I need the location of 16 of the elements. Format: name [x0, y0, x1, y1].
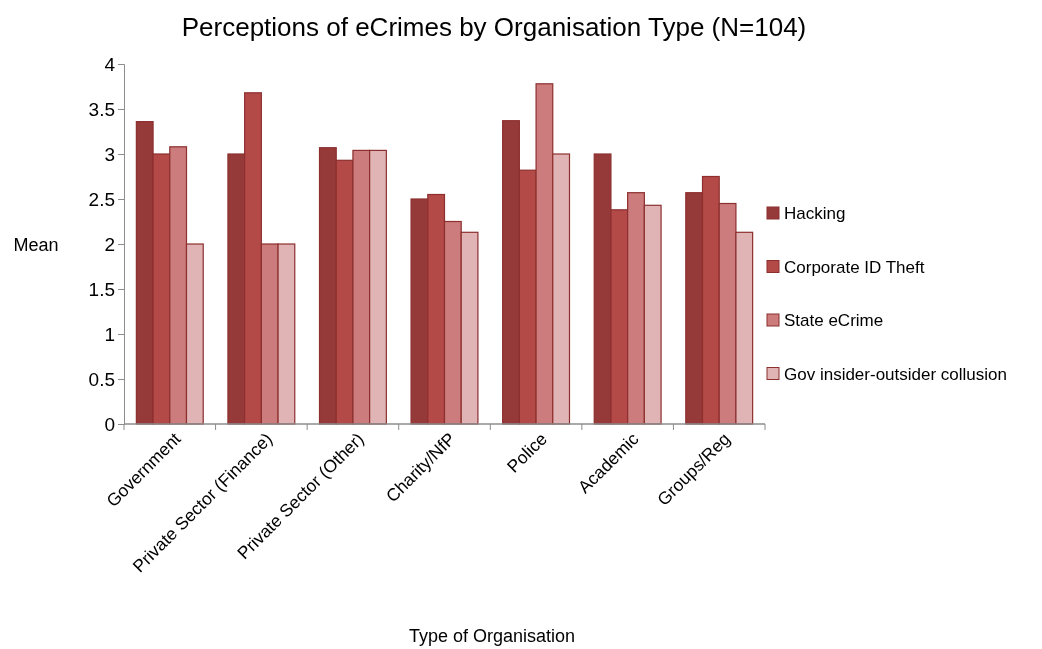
y-tick-label: 3.5 — [88, 98, 115, 120]
y-tick-label: 4 — [104, 53, 116, 75]
legend-label: Hacking — [784, 204, 846, 223]
y-tick-label: 1 — [104, 323, 115, 345]
y-tick-label: 3 — [104, 143, 115, 165]
legend-label: Corporate ID Theft — [784, 257, 925, 277]
x-axis-title: Type of Organisation — [408, 626, 576, 646]
chart-title: Perceptions of eCrimes by Organisation Type (N=104) — [181, 12, 807, 42]
y-tick-label: 2 — [104, 233, 115, 255]
y-tick-label: 2.5 — [88, 188, 115, 210]
y-tick-label: 1.5 — [88, 278, 115, 300]
legend-label: State eCrime — [784, 311, 884, 330]
y-tick-label: 0.5 — [88, 368, 115, 390]
y-tick-label: 0 — [104, 413, 115, 435]
y-axis-title: Mean — [13, 235, 59, 255]
legend-label: Gov insider-outsider collusion — [784, 364, 1007, 384]
